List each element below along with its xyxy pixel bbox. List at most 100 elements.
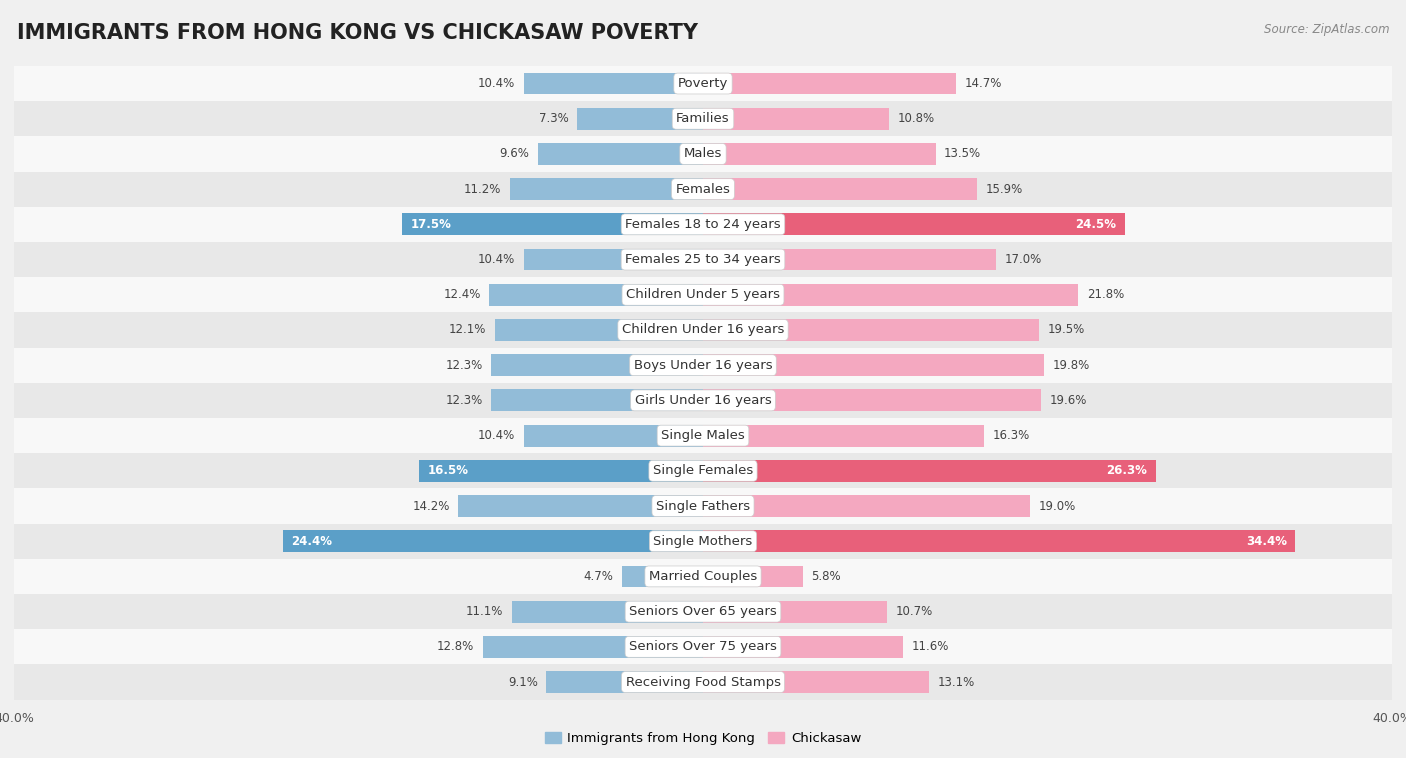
FancyBboxPatch shape	[14, 524, 1392, 559]
Bar	[491, 354, 703, 376]
Text: 24.4%: 24.4%	[291, 534, 332, 548]
Text: 10.4%: 10.4%	[478, 77, 515, 90]
Bar	[703, 249, 995, 271]
FancyBboxPatch shape	[14, 207, 1392, 242]
Text: 10.7%: 10.7%	[896, 605, 934, 618]
Text: Children Under 16 years: Children Under 16 years	[621, 324, 785, 337]
Bar	[703, 178, 977, 200]
Text: 16.5%: 16.5%	[427, 465, 468, 478]
Bar	[495, 319, 703, 341]
Text: 13.1%: 13.1%	[938, 675, 974, 688]
Text: 9.6%: 9.6%	[499, 148, 529, 161]
Text: Receiving Food Stamps: Receiving Food Stamps	[626, 675, 780, 688]
Bar	[703, 354, 1045, 376]
Text: Males: Males	[683, 148, 723, 161]
Bar	[703, 143, 935, 164]
Text: 21.8%: 21.8%	[1087, 288, 1125, 301]
Text: 19.6%: 19.6%	[1049, 394, 1087, 407]
Bar	[578, 108, 703, 130]
Text: 19.8%: 19.8%	[1053, 359, 1090, 371]
Text: 5.8%: 5.8%	[811, 570, 841, 583]
Text: Children Under 5 years: Children Under 5 years	[626, 288, 780, 301]
Text: Single Males: Single Males	[661, 429, 745, 442]
Text: 17.5%: 17.5%	[411, 218, 451, 231]
Bar	[703, 108, 889, 130]
Text: Females 18 to 24 years: Females 18 to 24 years	[626, 218, 780, 231]
Text: 9.1%: 9.1%	[508, 675, 537, 688]
Text: 34.4%: 34.4%	[1246, 534, 1286, 548]
Text: 11.2%: 11.2%	[464, 183, 502, 196]
Bar	[703, 531, 1295, 552]
Text: 12.8%: 12.8%	[437, 641, 474, 653]
FancyBboxPatch shape	[14, 101, 1392, 136]
Bar	[512, 601, 703, 622]
FancyBboxPatch shape	[14, 453, 1392, 488]
FancyBboxPatch shape	[14, 383, 1392, 418]
Bar	[489, 283, 703, 305]
Bar	[703, 495, 1031, 517]
Text: 4.7%: 4.7%	[583, 570, 613, 583]
Bar	[703, 283, 1078, 305]
Bar	[419, 460, 703, 482]
Bar	[491, 390, 703, 412]
Text: Families: Families	[676, 112, 730, 125]
FancyBboxPatch shape	[14, 665, 1392, 700]
FancyBboxPatch shape	[14, 488, 1392, 524]
Text: 13.5%: 13.5%	[945, 148, 981, 161]
Text: 10.4%: 10.4%	[478, 429, 515, 442]
Bar	[703, 636, 903, 658]
Legend: Immigrants from Hong Kong, Chickasaw: Immigrants from Hong Kong, Chickasaw	[540, 726, 866, 750]
Bar	[703, 319, 1039, 341]
Bar	[703, 460, 1156, 482]
Text: 11.6%: 11.6%	[911, 641, 949, 653]
Text: Girls Under 16 years: Girls Under 16 years	[634, 394, 772, 407]
Bar	[482, 636, 703, 658]
FancyBboxPatch shape	[14, 171, 1392, 207]
Text: 19.5%: 19.5%	[1047, 324, 1084, 337]
Text: 24.5%: 24.5%	[1076, 218, 1116, 231]
Text: 15.9%: 15.9%	[986, 183, 1022, 196]
Text: Poverty: Poverty	[678, 77, 728, 90]
FancyBboxPatch shape	[14, 66, 1392, 101]
FancyBboxPatch shape	[14, 629, 1392, 665]
Bar	[621, 565, 703, 587]
Text: 11.1%: 11.1%	[465, 605, 503, 618]
Text: 12.1%: 12.1%	[449, 324, 486, 337]
Text: Single Females: Single Females	[652, 465, 754, 478]
Text: 10.4%: 10.4%	[478, 253, 515, 266]
Text: Single Mothers: Single Mothers	[654, 534, 752, 548]
FancyBboxPatch shape	[14, 242, 1392, 277]
Text: Seniors Over 65 years: Seniors Over 65 years	[628, 605, 778, 618]
Bar	[547, 671, 703, 693]
Text: 17.0%: 17.0%	[1004, 253, 1042, 266]
Text: 14.7%: 14.7%	[965, 77, 1002, 90]
Bar	[703, 565, 803, 587]
Text: 26.3%: 26.3%	[1107, 465, 1147, 478]
Bar	[524, 249, 703, 271]
Bar	[524, 424, 703, 446]
Text: IMMIGRANTS FROM HONG KONG VS CHICKASAW POVERTY: IMMIGRANTS FROM HONG KONG VS CHICKASAW P…	[17, 23, 697, 42]
FancyBboxPatch shape	[14, 418, 1392, 453]
Bar	[524, 73, 703, 95]
Text: Boys Under 16 years: Boys Under 16 years	[634, 359, 772, 371]
FancyBboxPatch shape	[14, 277, 1392, 312]
FancyBboxPatch shape	[14, 594, 1392, 629]
Bar	[703, 73, 956, 95]
Text: 10.8%: 10.8%	[897, 112, 935, 125]
Text: 12.4%: 12.4%	[443, 288, 481, 301]
Text: Married Couples: Married Couples	[650, 570, 756, 583]
Text: 12.3%: 12.3%	[446, 359, 482, 371]
Bar	[458, 495, 703, 517]
Bar	[703, 214, 1125, 235]
Bar	[703, 671, 928, 693]
Text: Females 25 to 34 years: Females 25 to 34 years	[626, 253, 780, 266]
Text: 16.3%: 16.3%	[993, 429, 1029, 442]
Bar	[402, 214, 703, 235]
Text: 14.2%: 14.2%	[412, 500, 450, 512]
Text: 7.3%: 7.3%	[538, 112, 568, 125]
Text: Source: ZipAtlas.com: Source: ZipAtlas.com	[1264, 23, 1389, 36]
FancyBboxPatch shape	[14, 348, 1392, 383]
FancyBboxPatch shape	[14, 136, 1392, 171]
Bar	[703, 424, 984, 446]
Text: 12.3%: 12.3%	[446, 394, 482, 407]
